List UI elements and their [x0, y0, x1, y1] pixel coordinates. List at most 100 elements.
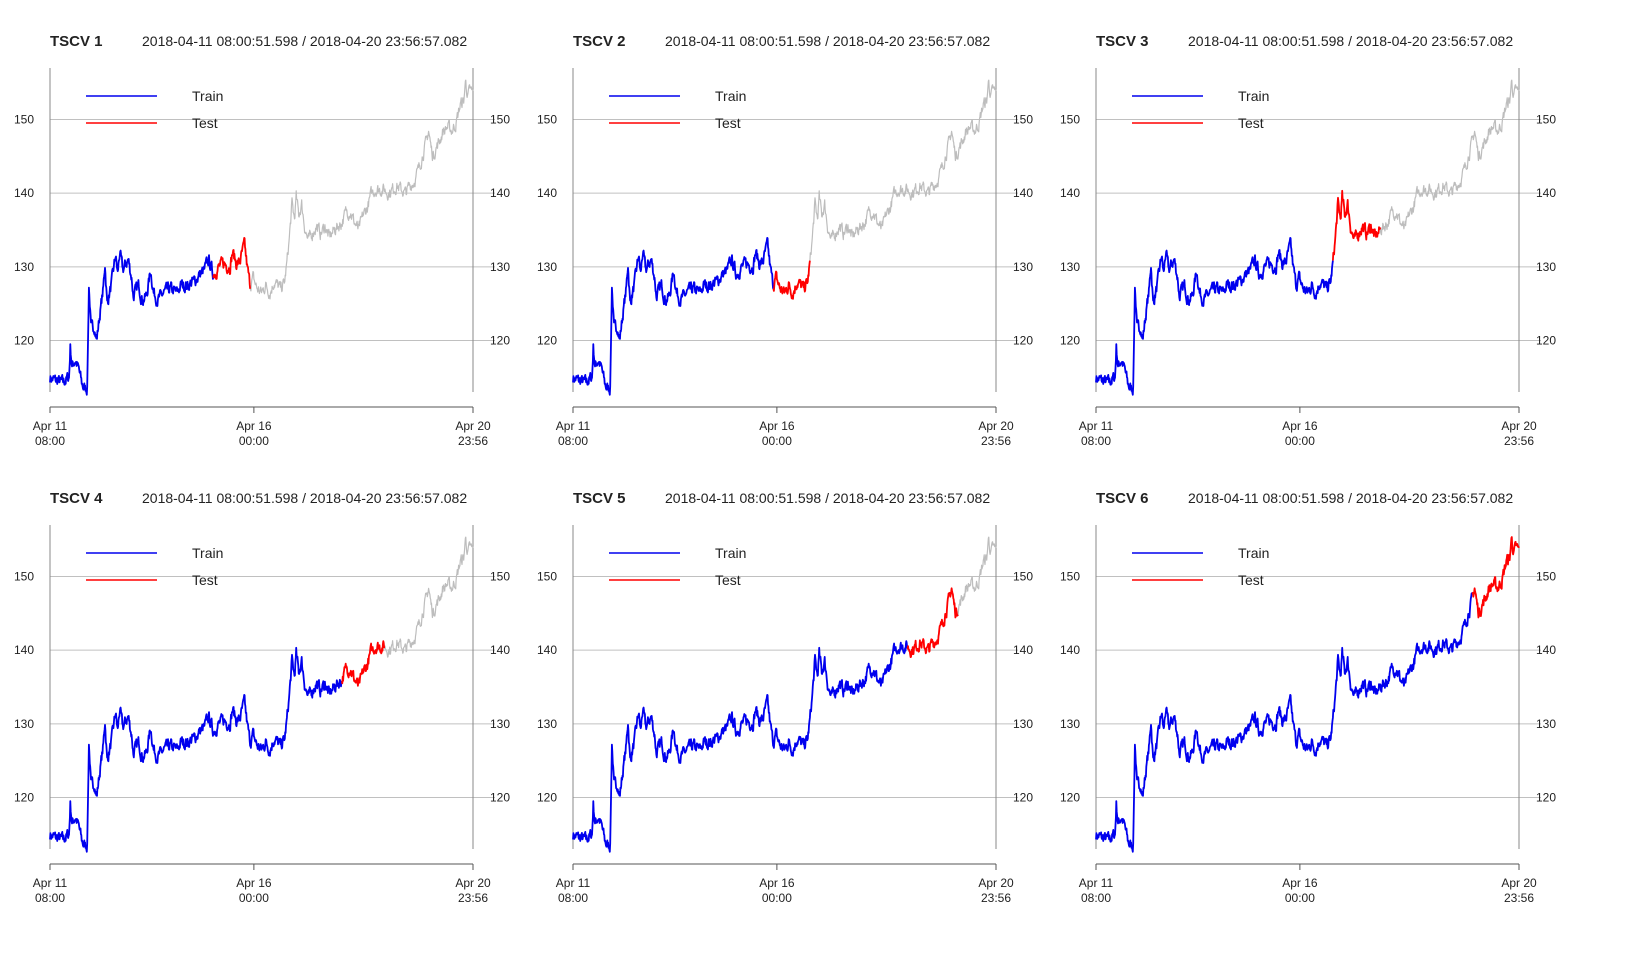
y-tick-label-right: 130 [1536, 717, 1556, 731]
y-tick-label-left: 150 [1060, 570, 1080, 584]
y-tick-label-right: 150 [1536, 113, 1556, 127]
y-tick-label-left: 120 [1060, 333, 1080, 347]
x-tick-label-time: 00:00 [239, 891, 269, 905]
x-tick-label-date: Apr 11 [1079, 419, 1114, 433]
tscv-panel-2: TSCV 2 2018-04-11 08:00:51.598 / 2018-04-… [523, 0, 1068, 477]
x-tick-label-time: 00:00 [762, 891, 792, 905]
series-train [49, 249, 215, 396]
series-test [341, 640, 386, 687]
tscv-panel-5: TSCV 5 2018-04-11 08:00:51.598 / 2018-04-… [523, 457, 1068, 934]
y-tick-label-right: 130 [1013, 260, 1033, 274]
x-tick-label-date: Apr 11 [33, 419, 68, 433]
y-tick-label-left: 140 [1060, 186, 1080, 200]
y-tick-label-right: 130 [1536, 260, 1556, 274]
y-tick-label-left: 140 [537, 186, 557, 200]
series-remaining [957, 536, 997, 617]
chart-title: TSCV 5 [573, 490, 626, 507]
x-tick-label-date: Apr 20 [978, 419, 1014, 433]
y-tick-label-left: 120 [1060, 790, 1080, 804]
y-tick-label-left: 140 [537, 643, 557, 657]
y-tick-label-left: 140 [14, 186, 34, 200]
chart-date-range: 2018-04-11 08:00:51.598 / 2018-04-20 23:… [1188, 33, 1513, 49]
y-tick-label-right: 130 [490, 260, 510, 274]
legend-test-label: Test [192, 572, 218, 588]
chart-date-range: 2018-04-11 08:00:51.598 / 2018-04-20 23:… [142, 490, 467, 506]
series-remaining [1379, 79, 1520, 236]
x-tick-label-date: Apr 11 [1079, 876, 1114, 890]
x-tick-label-date: Apr 20 [1501, 876, 1537, 890]
series-train [49, 646, 343, 853]
series-train [1095, 236, 1334, 396]
x-tick-label-time: 23:56 [458, 891, 488, 905]
legend-train-label: Train [192, 545, 223, 561]
x-tick-label-time: 08:00 [1081, 434, 1111, 448]
legend-train-label: Train [715, 88, 746, 104]
legend-train-label: Train [715, 545, 746, 561]
tscv-chart-3: TSCV 3 2018-04-11 08:00:51.598 / 2018-04-… [1060, 33, 1556, 448]
y-tick-label-left: 150 [1060, 113, 1080, 127]
tscv-panel-1: TSCV 1 2018-04-11 08:00:51.598 / 2018-04-… [0, 0, 545, 477]
legend-test-label: Test [715, 115, 741, 131]
x-tick-label-date: Apr 16 [236, 876, 272, 890]
y-tick-label-right: 140 [490, 186, 510, 200]
x-tick-label-date: Apr 16 [759, 419, 795, 433]
y-tick-label-left: 130 [14, 260, 34, 274]
tscv-chart-1: TSCV 1 2018-04-11 08:00:51.598 / 2018-04-… [14, 33, 510, 448]
chart-title: TSCV 1 [50, 33, 103, 50]
series-test [906, 587, 959, 659]
y-tick-label-right: 130 [490, 717, 510, 731]
tscv-chart-2: TSCV 2 2018-04-11 08:00:51.598 / 2018-04-… [537, 33, 1033, 448]
y-tick-label-left: 140 [14, 643, 34, 657]
legend-train-label: Train [1238, 88, 1269, 104]
x-tick-label-time: 23:56 [1504, 891, 1534, 905]
y-tick-label-right: 120 [1013, 790, 1033, 804]
y-tick-label-right: 120 [490, 333, 510, 347]
tscv-panel-3: TSCV 3 2018-04-11 08:00:51.598 / 2018-04-… [1046, 0, 1591, 477]
y-tick-label-left: 130 [1060, 260, 1080, 274]
y-tick-label-left: 130 [1060, 717, 1080, 731]
chart-date-range: 2018-04-11 08:00:51.598 / 2018-04-20 23:… [665, 33, 990, 49]
y-tick-label-right: 120 [1536, 790, 1556, 804]
x-tick-label-time: 08:00 [35, 891, 65, 905]
chart-date-range: 2018-04-11 08:00:51.598 / 2018-04-20 23:… [1188, 490, 1513, 506]
y-tick-label-left: 150 [537, 113, 557, 127]
y-tick-label-left: 120 [537, 333, 557, 347]
x-tick-label-date: Apr 16 [1282, 419, 1318, 433]
x-tick-label-time: 00:00 [762, 434, 792, 448]
x-tick-label-time: 23:56 [458, 434, 488, 448]
y-tick-label-left: 140 [1060, 643, 1080, 657]
series-test [1332, 189, 1382, 261]
y-tick-label-left: 150 [537, 570, 557, 584]
tscv-chart-6: TSCV 6 2018-04-11 08:00:51.598 / 2018-04-… [1060, 490, 1556, 905]
x-tick-label-date: Apr 20 [1501, 419, 1537, 433]
x-tick-label-time: 00:00 [1285, 434, 1315, 448]
y-tick-label-left: 130 [537, 260, 557, 274]
y-tick-label-right: 150 [1013, 113, 1033, 127]
y-tick-label-right: 140 [1536, 643, 1556, 657]
x-tick-label-date: Apr 16 [759, 876, 795, 890]
x-tick-label-time: 08:00 [1081, 891, 1111, 905]
y-tick-label-right: 140 [1013, 186, 1033, 200]
tscv-chart-4: TSCV 4 2018-04-11 08:00:51.598 / 2018-04-… [14, 490, 510, 905]
series-test [772, 260, 811, 300]
chart-title: TSCV 3 [1096, 33, 1149, 50]
legend-test-label: Test [1238, 115, 1264, 131]
chart-title: TSCV 6 [1096, 490, 1149, 507]
chart-title: TSCV 4 [50, 490, 103, 507]
series-remaining [249, 79, 474, 300]
y-tick-label-right: 120 [1013, 333, 1033, 347]
y-tick-label-left: 120 [537, 790, 557, 804]
x-tick-label-time: 00:00 [239, 434, 269, 448]
y-tick-label-left: 130 [14, 717, 34, 731]
y-tick-label-left: 150 [14, 113, 34, 127]
y-tick-label-left: 130 [537, 717, 557, 731]
y-tick-label-right: 150 [490, 570, 510, 584]
y-tick-label-right: 120 [490, 790, 510, 804]
y-tick-label-right: 140 [1013, 643, 1033, 657]
tscv-panel-4: TSCV 4 2018-04-11 08:00:51.598 / 2018-04-… [0, 457, 545, 934]
series-remaining [383, 536, 474, 658]
y-tick-label-right: 150 [490, 113, 510, 127]
x-tick-label-date: Apr 20 [455, 419, 491, 433]
x-tick-label-time: 23:56 [981, 434, 1011, 448]
tscv-chart-5: TSCV 5 2018-04-11 08:00:51.598 / 2018-04-… [537, 490, 1033, 905]
